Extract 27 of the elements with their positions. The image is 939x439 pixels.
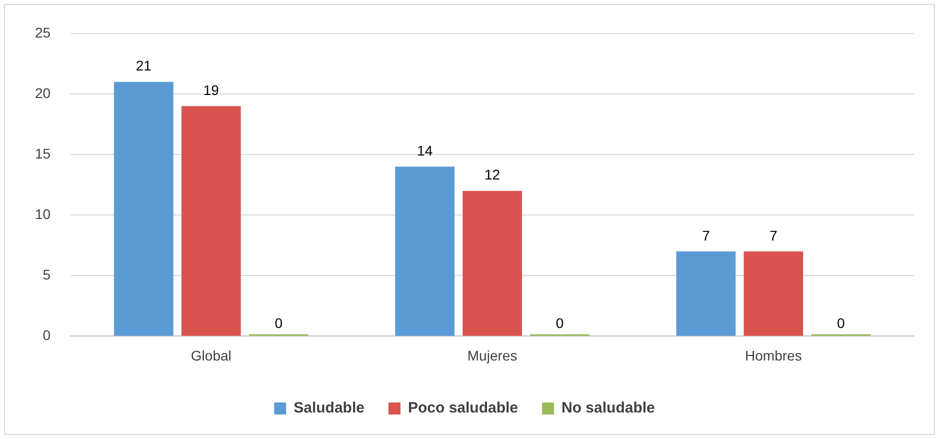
data-label: 21 (136, 58, 152, 74)
data-label: 7 (702, 227, 710, 244)
x-tick-label: Hombres (745, 347, 802, 364)
y-tick-label: 0 (42, 327, 51, 344)
bar (181, 106, 241, 336)
legend-label: No saludable (562, 400, 655, 417)
data-label: 14 (417, 142, 433, 158)
data-label: 0 (837, 315, 846, 332)
bar (744, 251, 804, 336)
data-label: 0 (556, 315, 564, 332)
y-tick-label: 10 (34, 206, 51, 222)
bar (462, 190, 522, 336)
y-tick-label: 25 (34, 24, 51, 40)
data-label: 19 (203, 82, 220, 98)
bar (395, 166, 454, 336)
legend-label: Poco saludable (408, 400, 518, 417)
bar (114, 82, 174, 336)
data-label: 7 (770, 227, 778, 244)
y-tick-label: 15 (34, 145, 51, 162)
legend-label: Saludable (294, 400, 364, 417)
x-tick-label: Global (190, 347, 232, 364)
y-tick-label: 5 (42, 266, 51, 282)
data-label: 12 (484, 166, 500, 183)
bar (676, 251, 736, 336)
x-tick-label: Mujeres (467, 347, 518, 364)
data-label: 0 (274, 315, 283, 332)
y-tick-label: 20 (34, 84, 51, 101)
